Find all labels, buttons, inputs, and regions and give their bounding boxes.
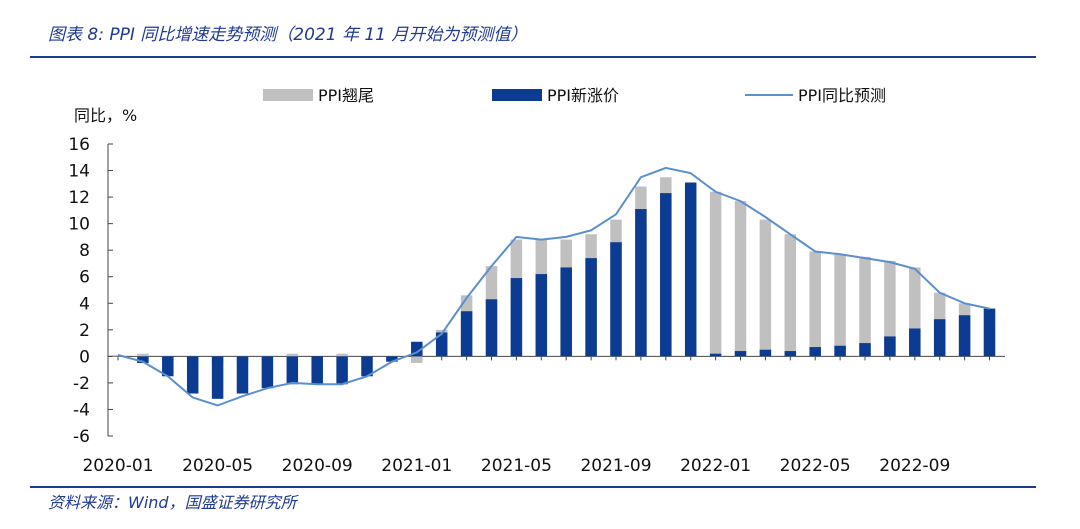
bar-ppi-new <box>186 356 199 394</box>
bar-ppi-new <box>510 278 523 357</box>
y-tick-label: -2 <box>73 374 90 394</box>
y-tick-label: 0 <box>79 347 90 367</box>
chart-title: 图表 8: PPI 同比增速走势预测（2021 年 11 月开始为预测值） <box>48 25 528 45</box>
bottom-rule <box>30 486 1036 488</box>
legend-label-tail: PPI翘尾 <box>318 86 374 105</box>
bar-ppi-new <box>909 328 921 357</box>
bar-ppi-tail <box>336 353 348 357</box>
bar-ppi-new <box>560 267 572 357</box>
bar-ppi-tail <box>411 356 423 363</box>
x-tick-label: 2022-05 <box>780 456 851 476</box>
x-tick-label: 2022-09 <box>879 456 950 476</box>
bar-ppi-new <box>834 345 846 357</box>
bar-ppi-new <box>809 347 821 357</box>
bar-ppi-tail <box>137 353 149 357</box>
bar-ppi-tail <box>884 260 896 357</box>
y-tick-label: 16 <box>68 135 90 155</box>
x-tick-label: 2020-01 <box>82 456 153 476</box>
bar-ppi-new <box>933 319 946 357</box>
y-tick-label: -4 <box>73 400 90 420</box>
bar-ppi-new <box>386 356 398 362</box>
bar-ppi-tail <box>834 254 846 357</box>
bar-ppi-new <box>137 356 149 363</box>
bar-ppi-new <box>286 356 299 385</box>
source-note: 资料来源：Wind，国盛证券研究所 <box>48 493 297 512</box>
bar-ppi-new <box>261 356 274 389</box>
bar-ppi-tail <box>709 191 722 357</box>
x-tick-label: 2021-05 <box>481 456 552 476</box>
bar-ppi-new <box>485 299 498 357</box>
x-tick-label: 2021-01 <box>381 456 452 476</box>
y-tick-label: 8 <box>79 241 90 261</box>
x-tick-label: 2020-05 <box>182 456 253 476</box>
bar-ppi-tail <box>909 267 921 357</box>
bar-ppi-new <box>734 351 747 357</box>
y-tick-label: 10 <box>68 215 90 235</box>
bar-ppi-new <box>859 343 871 357</box>
bar-ppi-tail <box>759 219 772 357</box>
bar-ppi-new <box>660 193 672 357</box>
y-tick-label: 14 <box>68 162 90 182</box>
x-tick-label: 2020-09 <box>282 456 353 476</box>
bar-ppi-new <box>535 274 548 357</box>
bar-ppi-new <box>709 353 722 357</box>
bar-ppi-new <box>162 356 174 377</box>
bar-ppi-tail <box>286 353 299 357</box>
top-rule <box>30 56 1036 58</box>
bar-ppi-new <box>759 349 772 357</box>
y-tick-label: 4 <box>79 294 90 314</box>
line-ppi-yoy-forecast <box>117 166 990 407</box>
x-tick-label: 2022-01 <box>680 456 751 476</box>
bar-ppi-new <box>236 356 249 394</box>
bar-ppi-new <box>460 311 473 357</box>
bar-ppi-new <box>635 209 647 357</box>
bar-ppi-new <box>411 341 423 357</box>
bar-ppi-new <box>983 308 996 357</box>
legend-label-forecast: PPI同比预测 <box>798 86 886 105</box>
bar-ppi-new <box>585 258 597 357</box>
y-axis-label: 同比，% <box>74 106 138 125</box>
bar-ppi-new <box>435 332 448 357</box>
bar-ppi-new <box>311 356 323 385</box>
x-tick-label: 2021-09 <box>580 456 651 476</box>
bar-ppi-new <box>211 356 224 399</box>
bar-ppi-new <box>336 356 348 385</box>
legend-swatch-new <box>492 89 542 101</box>
legend-label-new: PPI新涨价 <box>547 86 619 105</box>
y-tick-label: -6 <box>73 427 90 447</box>
bar-ppi-tail <box>809 251 821 357</box>
legend-swatch-tail <box>263 89 313 101</box>
y-tick-label: 12 <box>68 188 90 208</box>
bar-ppi-tail <box>784 234 797 357</box>
bar-ppi-new <box>684 182 697 357</box>
bar-ppi-new <box>884 336 896 357</box>
bar-ppi-tail <box>734 201 747 357</box>
bar-ppi-new <box>784 351 797 357</box>
y-tick-label: 6 <box>79 268 90 288</box>
y-tick-label: 2 <box>79 321 90 341</box>
bar-ppi-new <box>361 356 373 377</box>
bar-ppi-new <box>958 315 971 357</box>
bar-ppi-new <box>610 242 622 357</box>
bar-ppi-tail <box>859 256 871 357</box>
